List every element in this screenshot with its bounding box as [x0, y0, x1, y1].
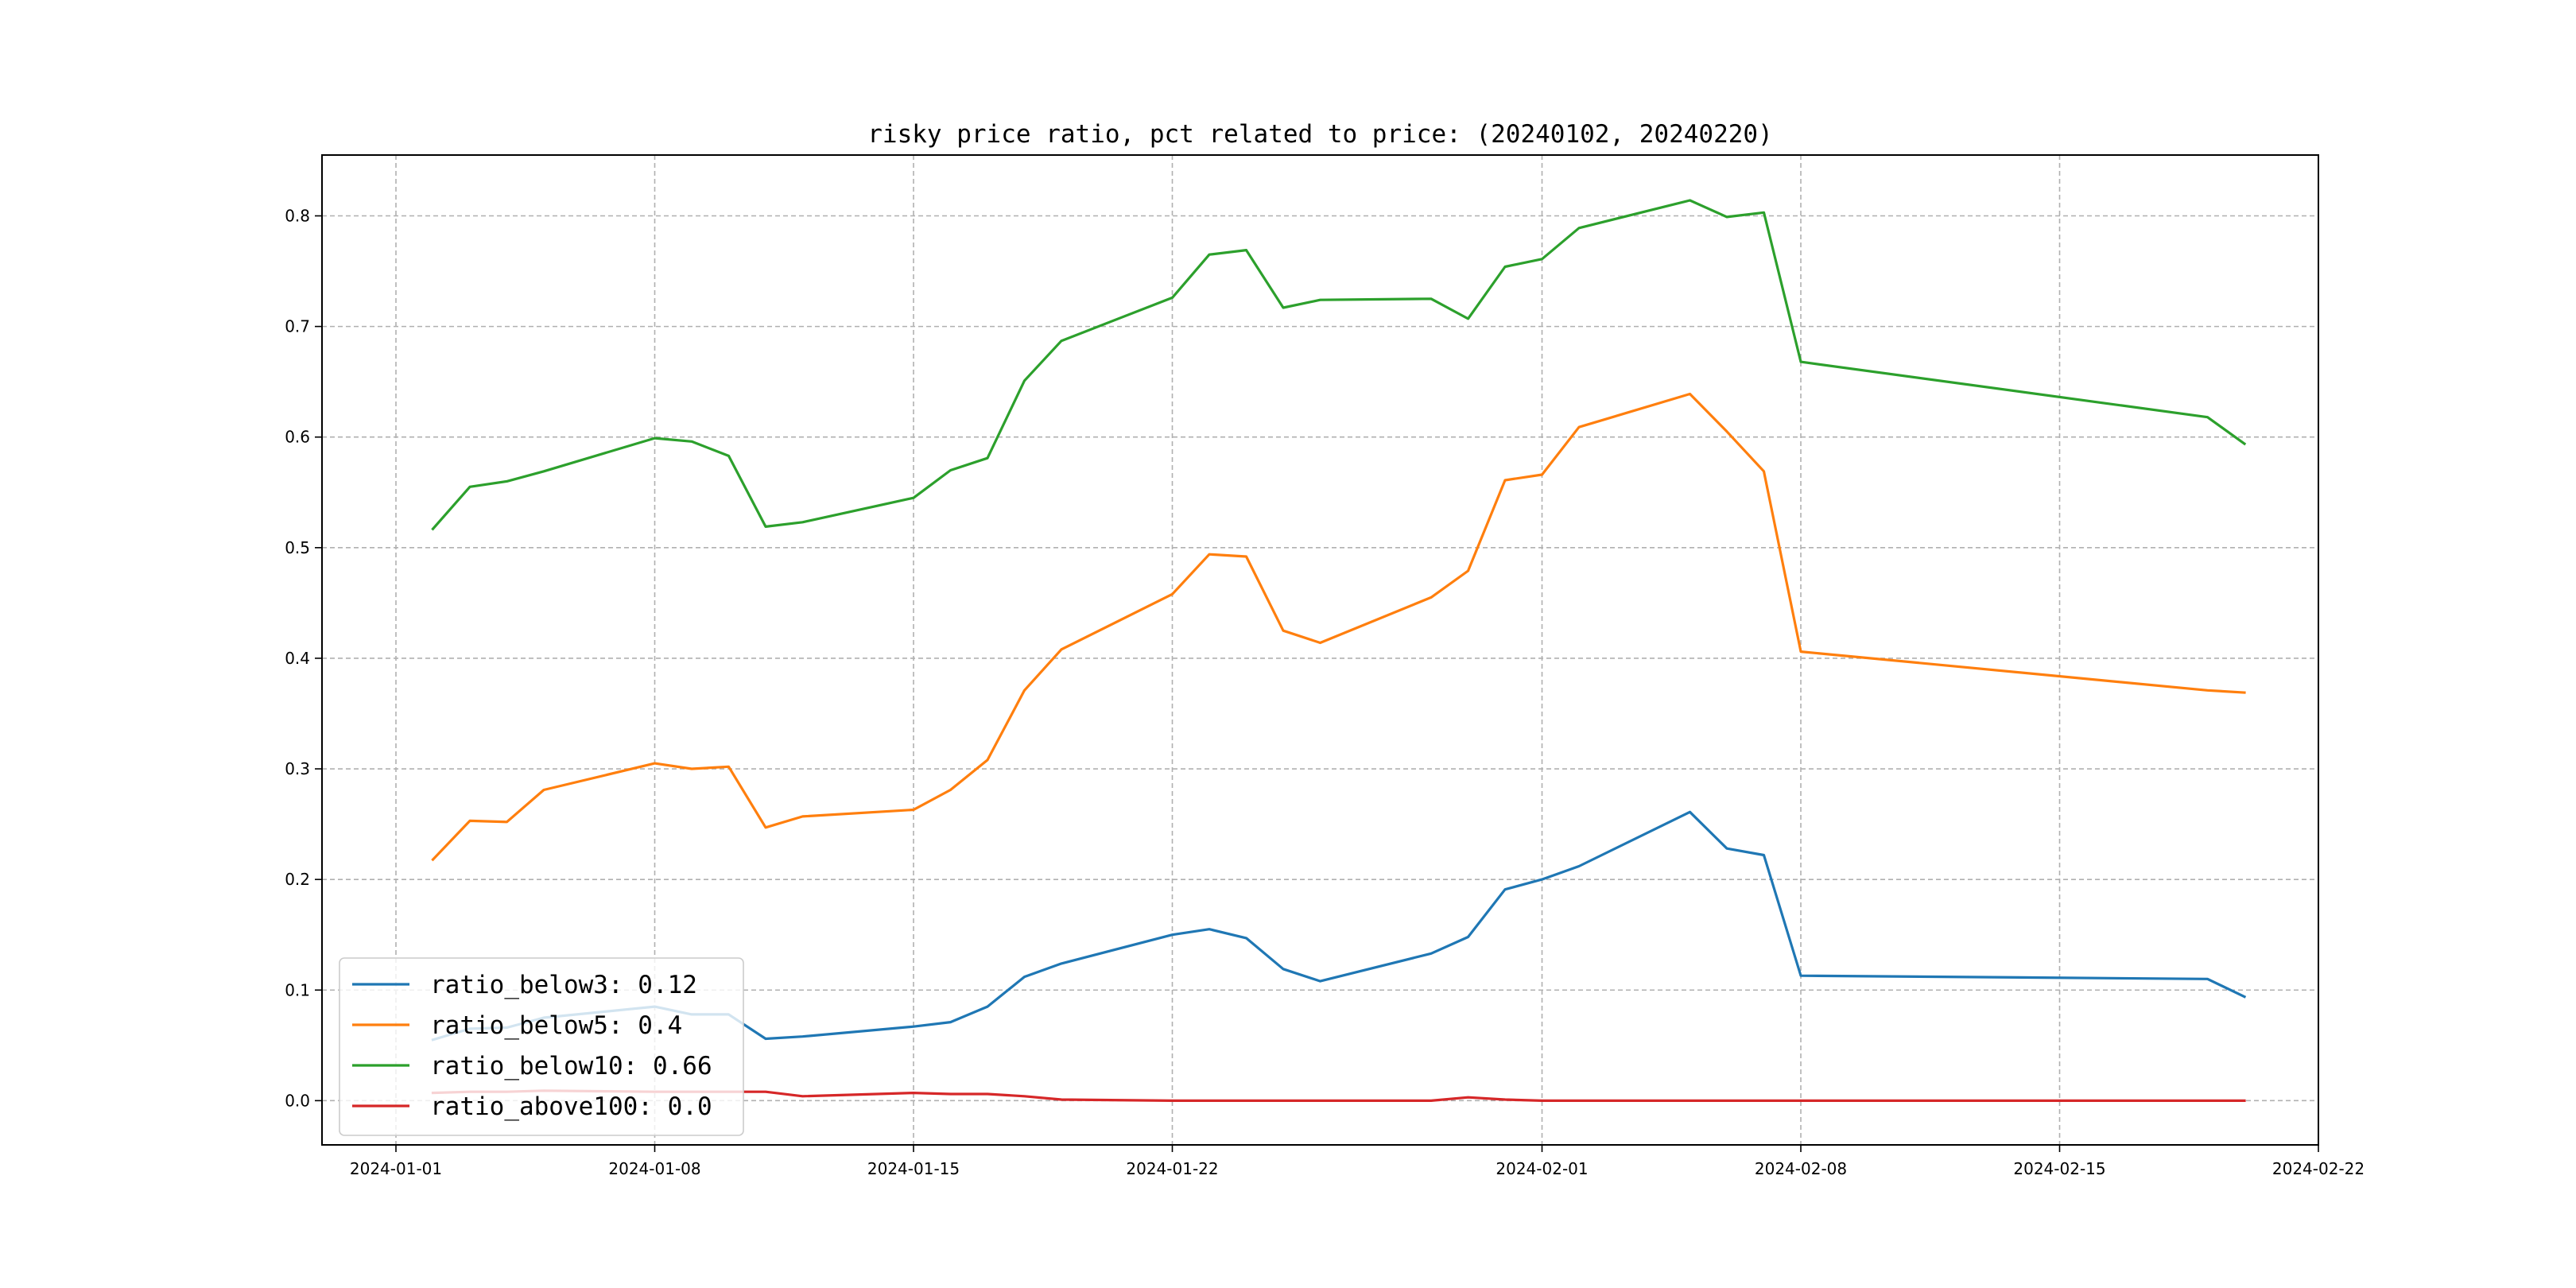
- x-tick-label: 2024-01-01: [350, 1159, 442, 1178]
- legend-label: ratio_below3: 0.12: [430, 971, 697, 999]
- legend-label: ratio_above100: 0.0: [430, 1092, 712, 1121]
- y-tick-label: 0.1: [285, 980, 310, 999]
- x-tick-label: 2024-02-01: [1496, 1159, 1588, 1178]
- y-tick-label: 0.5: [285, 538, 310, 557]
- x-tick-label: 2024-02-08: [1755, 1159, 1847, 1178]
- y-tick-label: 0.4: [285, 649, 310, 668]
- y-tick-label: 0.3: [285, 759, 310, 778]
- y-tick-label: 0.2: [285, 870, 310, 889]
- x-tick-label: 2024-01-08: [608, 1159, 700, 1178]
- x-tick-label: 2024-02-22: [2272, 1159, 2365, 1178]
- y-tick-label: 0.0: [285, 1091, 310, 1110]
- plot-frame: [321, 154, 2319, 1146]
- y-tick-label: 0.6: [285, 428, 310, 447]
- x-tick-label: 2024-01-15: [867, 1159, 960, 1178]
- legend-label: ratio_below10: 0.66: [430, 1052, 712, 1080]
- x-tick-label: 2024-02-15: [2013, 1159, 2105, 1178]
- legend: ratio_below3: 0.12 ratio_below5: 0.4 ratio…: [339, 957, 744, 1136]
- y-tick-label: 0.8: [285, 207, 310, 226]
- legend-label: ratio_below5: 0.4: [430, 1011, 682, 1040]
- axis-ticks: 2024-01-01 2024-01-08 2024-01-15 2024-01-22…: [285, 207, 2365, 1178]
- series-line-ratio-below10: [431, 199, 2247, 531]
- x-tick-label: 2024-01-22: [1126, 1159, 1218, 1178]
- chart-title: risky price ratio, pct related to price:…: [867, 120, 1772, 149]
- legend-box: [339, 957, 744, 1136]
- series-line-ratio-below5: [431, 392, 2246, 862]
- y-tick-label: 0.7: [285, 317, 310, 336]
